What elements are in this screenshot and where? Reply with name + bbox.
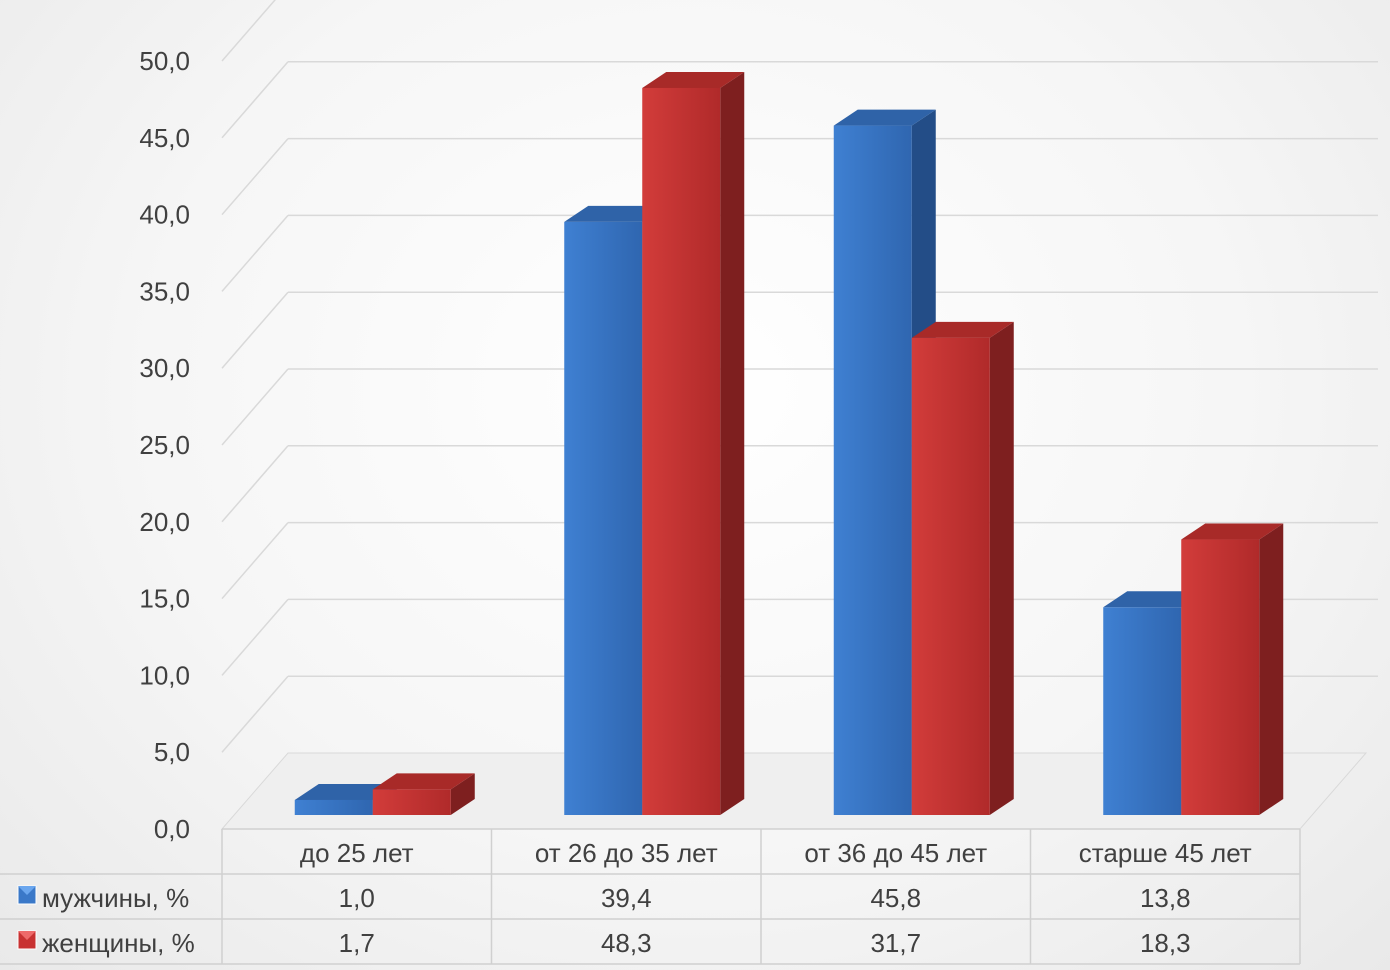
bar-top xyxy=(911,321,1014,338)
bar-side xyxy=(450,773,475,815)
bar-front xyxy=(833,125,912,815)
y-tick-label: 0,0 xyxy=(154,814,190,844)
bar-top xyxy=(1181,523,1284,540)
y-tick-label: 15,0 xyxy=(139,584,190,614)
legend-swatch-highlight xyxy=(18,931,36,940)
gridline-side xyxy=(221,291,289,369)
bar-front xyxy=(1103,607,1182,815)
legend-key-men xyxy=(17,885,37,905)
data-table: до 25 лет 1,0 1,7 от 26 до 35 лет 39,4 48,3 от… xyxy=(0,828,1301,965)
y-tick-label: 40,0 xyxy=(139,200,190,230)
gridline-side xyxy=(221,445,289,523)
gridline-side xyxy=(221,61,289,139)
gridline-side xyxy=(221,138,289,216)
bar-top xyxy=(564,205,667,222)
bar-front xyxy=(294,799,373,815)
y-tick-label: 5,0 xyxy=(154,737,190,767)
bar-women xyxy=(1181,523,1284,815)
table-cell-value: 18,3 xyxy=(1140,928,1191,958)
bar-top xyxy=(833,109,936,126)
gridline-side xyxy=(221,675,289,753)
gridlines xyxy=(221,0,1378,753)
gridline-side xyxy=(221,368,289,446)
category-label: до 25 лет xyxy=(300,838,414,868)
legend-label: женщины, % xyxy=(42,928,195,958)
y-tick-label: 20,0 xyxy=(139,507,190,537)
table-cell-value: 48,3 xyxy=(601,928,652,958)
bar-top xyxy=(372,773,475,790)
table-cell-value: 1,7 xyxy=(339,928,375,958)
category-label: от 36 до 45 лет xyxy=(804,838,987,868)
bar-front xyxy=(911,337,990,815)
bar-top xyxy=(1103,591,1206,608)
bar-front xyxy=(564,221,643,815)
table-cell-value: 39,4 xyxy=(601,883,652,913)
legend-label: мужчины, % xyxy=(42,883,189,913)
table-cell-value: 31,7 xyxy=(870,928,921,958)
table-cell-value: 45,8 xyxy=(870,883,921,913)
y-tick-label: 30,0 xyxy=(139,353,190,383)
y-tick-label: 25,0 xyxy=(139,430,190,460)
gridline-side xyxy=(221,522,289,600)
y-axis: 0,0 5,0 10,0 15,0 20,0 25,0 30,0 35,0 40,0 45,0 50… xyxy=(139,46,190,844)
bar-front xyxy=(642,87,721,815)
table-cell-value: 1,0 xyxy=(339,883,375,913)
category-label: старше 45 лет xyxy=(1079,838,1252,868)
legend-key-women xyxy=(17,930,37,950)
y-tick-label: 10,0 xyxy=(139,660,190,690)
bar-women xyxy=(911,321,1014,815)
gridline-side xyxy=(221,214,289,292)
legend-swatch-highlight xyxy=(18,886,36,895)
y-tick-label: 50,0 xyxy=(139,46,190,76)
bar-top xyxy=(642,71,745,88)
bar-side xyxy=(989,321,1014,815)
table-cell-value: 13,8 xyxy=(1140,883,1191,913)
bars xyxy=(294,71,1284,815)
bar-front xyxy=(372,789,451,815)
bar-women xyxy=(372,773,475,815)
y-tick-label: 45,0 xyxy=(139,123,190,153)
bar-women xyxy=(642,71,745,815)
gridline-side xyxy=(221,598,289,676)
bar-top xyxy=(294,783,397,800)
bar-side xyxy=(1259,523,1284,815)
bar-side xyxy=(720,71,745,815)
y-tick-label: 35,0 xyxy=(139,276,190,306)
bar-front xyxy=(1181,539,1260,815)
gridline-side xyxy=(221,0,276,62)
category-label: от 26 до 35 лет xyxy=(535,838,718,868)
